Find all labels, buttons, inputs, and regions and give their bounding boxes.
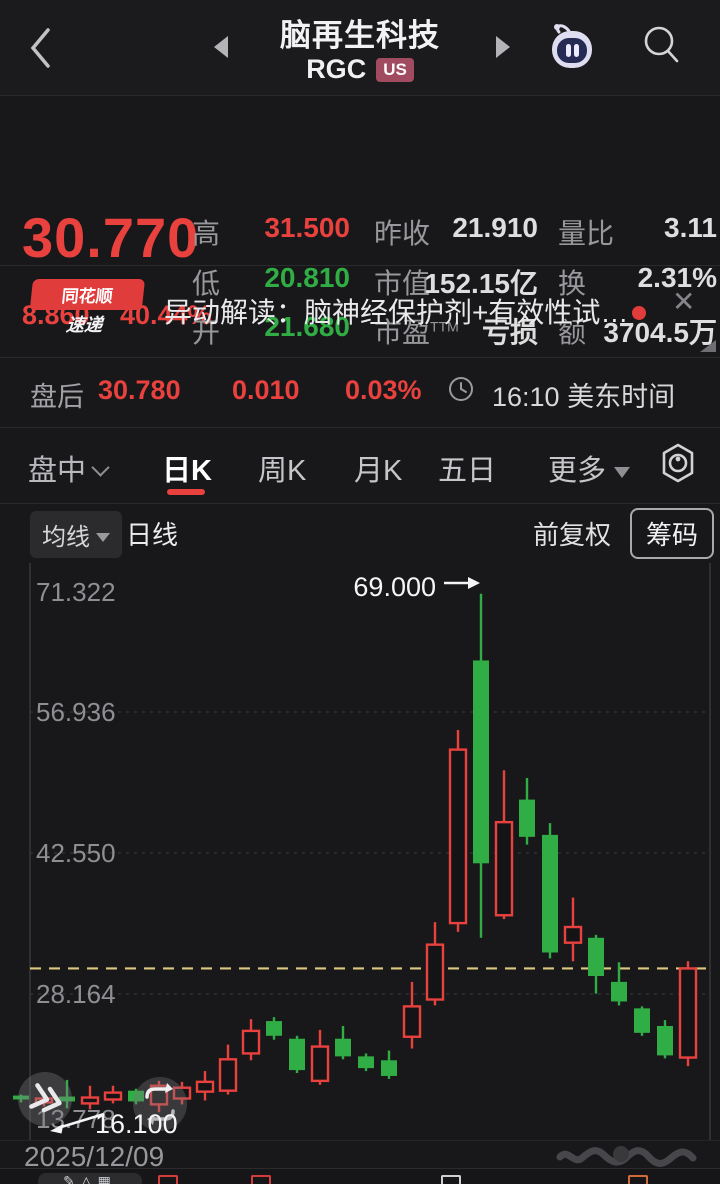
- svg-text:56.936: 56.936: [36, 697, 116, 727]
- last-price: 30.770: [22, 206, 200, 269]
- turnover-label: 换: [558, 268, 587, 299]
- badge-line2: 速递: [65, 315, 104, 335]
- high-label: 高: [192, 218, 221, 249]
- watermark-scribble: [556, 1146, 697, 1167]
- vol-ratio-label: 量比: [558, 218, 615, 249]
- market-badge: US: [376, 58, 414, 82]
- after-hours-change: 0.010: [232, 375, 300, 405]
- svg-text:69.000: 69.000: [353, 572, 436, 602]
- kchart-canvas[interactable]: 71.32256.93642.55028.16413.77869.00016.1…: [0, 563, 720, 1140]
- chevron-down-icon: [91, 458, 110, 477]
- prev-stock-icon[interactable]: [214, 36, 228, 58]
- vol-ratio-value: 3.11: [664, 212, 717, 243]
- open-value: 21.680: [264, 311, 350, 342]
- tab-weekly-k[interactable]: 周K: [258, 455, 307, 487]
- bottom-icon-stub[interactable]: [628, 1175, 648, 1184]
- tab-five-day[interactable]: 五日: [438, 455, 497, 487]
- navbar: 脑再生科技 RGC US: [0, 0, 720, 96]
- code-text: RGC: [306, 54, 367, 84]
- after-hours-bar: 盘后 30.780 0.010 0.03% 16:10 美东时间: [0, 357, 720, 428]
- ma-dropdown[interactable]: 均线: [30, 511, 122, 558]
- chip-distribution-button[interactable]: 筹码: [630, 508, 715, 559]
- svg-text:28.164: 28.164: [36, 979, 116, 1009]
- page-title: 脑再生科技: [280, 18, 440, 53]
- ai-robot-icon[interactable]: [548, 20, 596, 72]
- amount-value: 3704.5万: [603, 317, 717, 348]
- stock-code: RGC US: [0, 54, 720, 85]
- low-value: 20.810: [264, 262, 350, 293]
- clock-icon: [449, 377, 473, 401]
- back-icon[interactable]: [26, 18, 56, 78]
- bottom-icon-stub[interactable]: [251, 1175, 271, 1184]
- low-label: 低: [192, 268, 221, 299]
- bottom-icon-stub[interactable]: [441, 1175, 461, 1184]
- tab-more[interactable]: 更多: [548, 447, 631, 489]
- triangle-down-icon: [614, 467, 631, 478]
- quote-panel[interactable]: 30.770 8.860 40.44% 高 31.500 低 20.810 开 …: [0, 95, 720, 352]
- chart-toolbar: 均线 日线 前复权 筹码: [0, 503, 720, 563]
- triangle-down-icon: [96, 533, 110, 542]
- search-icon[interactable]: [640, 24, 686, 70]
- news-headline[interactable]: 异动解读：脑神经保护剂+有效性试…: [164, 291, 647, 331]
- active-tab-underline: [167, 489, 205, 495]
- market-cap-value: 152.15亿: [424, 268, 538, 299]
- prev-close-value: 21.910: [452, 212, 538, 243]
- tab-daily-k[interactable]: 日K: [162, 455, 212, 487]
- candlestick-chart[interactable]: 71.322 56.936 42.550 28.164 13.778 69.000 16.1…: [0, 563, 720, 1140]
- after-hours-pct: 0.03%: [345, 375, 422, 405]
- bottom-toolbar-partial: ✎△▦: [0, 1168, 720, 1184]
- adjust-mode-button[interactable]: 前复权: [533, 520, 612, 550]
- pe-label: 市盈TTM: [374, 317, 459, 348]
- period-label: 日线: [126, 520, 179, 550]
- period-tabs: 盘中 日K 周K 月K 五日 更多: [0, 427, 720, 504]
- turnover-value: 2.31%: [637, 262, 717, 293]
- next-stock-icon[interactable]: [496, 36, 510, 58]
- news-flash-bar[interactable]: 同花顺 速递 异动解读：脑神经保护剂+有效性试… ✕: [0, 265, 720, 358]
- amount-label: 额: [558, 317, 587, 348]
- market-cap-label: 市值: [374, 268, 431, 299]
- high-value: 31.500: [264, 212, 350, 243]
- svg-text:16.100: 16.100: [95, 1109, 178, 1139]
- svg-text:42.550: 42.550: [36, 838, 116, 868]
- svg-text:71.322: 71.322: [36, 577, 116, 607]
- close-icon[interactable]: ✕: [672, 286, 696, 317]
- chart-footer: 2025/12/09: [0, 1140, 720, 1172]
- open-label: 开: [192, 317, 221, 348]
- pe-ttm-sup: TTM: [430, 318, 459, 335]
- bottom-icon-stub[interactable]: [158, 1175, 178, 1184]
- unread-dot: [632, 306, 647, 320]
- ths-express-badge: 同花顺 速递: [27, 279, 146, 337]
- prev-close-label: 昨收: [374, 218, 431, 249]
- badge-line1: 同花顺: [29, 279, 146, 310]
- chart-settings-icon[interactable]: [656, 441, 700, 485]
- tab-monthly-k[interactable]: 月K: [354, 455, 403, 487]
- chart-start-date: 2025/12/09: [24, 1141, 165, 1172]
- pe-value: 亏损: [481, 317, 538, 348]
- expand-quote-icon[interactable]: [700, 340, 716, 352]
- after-hours-label: 盘后: [30, 382, 84, 412]
- after-hours-price: 30.780: [98, 375, 181, 405]
- draw-tools-tab[interactable]: ✎△▦: [38, 1173, 142, 1184]
- rotate-screen-button: [133, 1077, 187, 1131]
- tab-intraday[interactable]: 盘中: [28, 447, 110, 489]
- after-hours-time: 16:10 美东时间: [492, 382, 676, 412]
